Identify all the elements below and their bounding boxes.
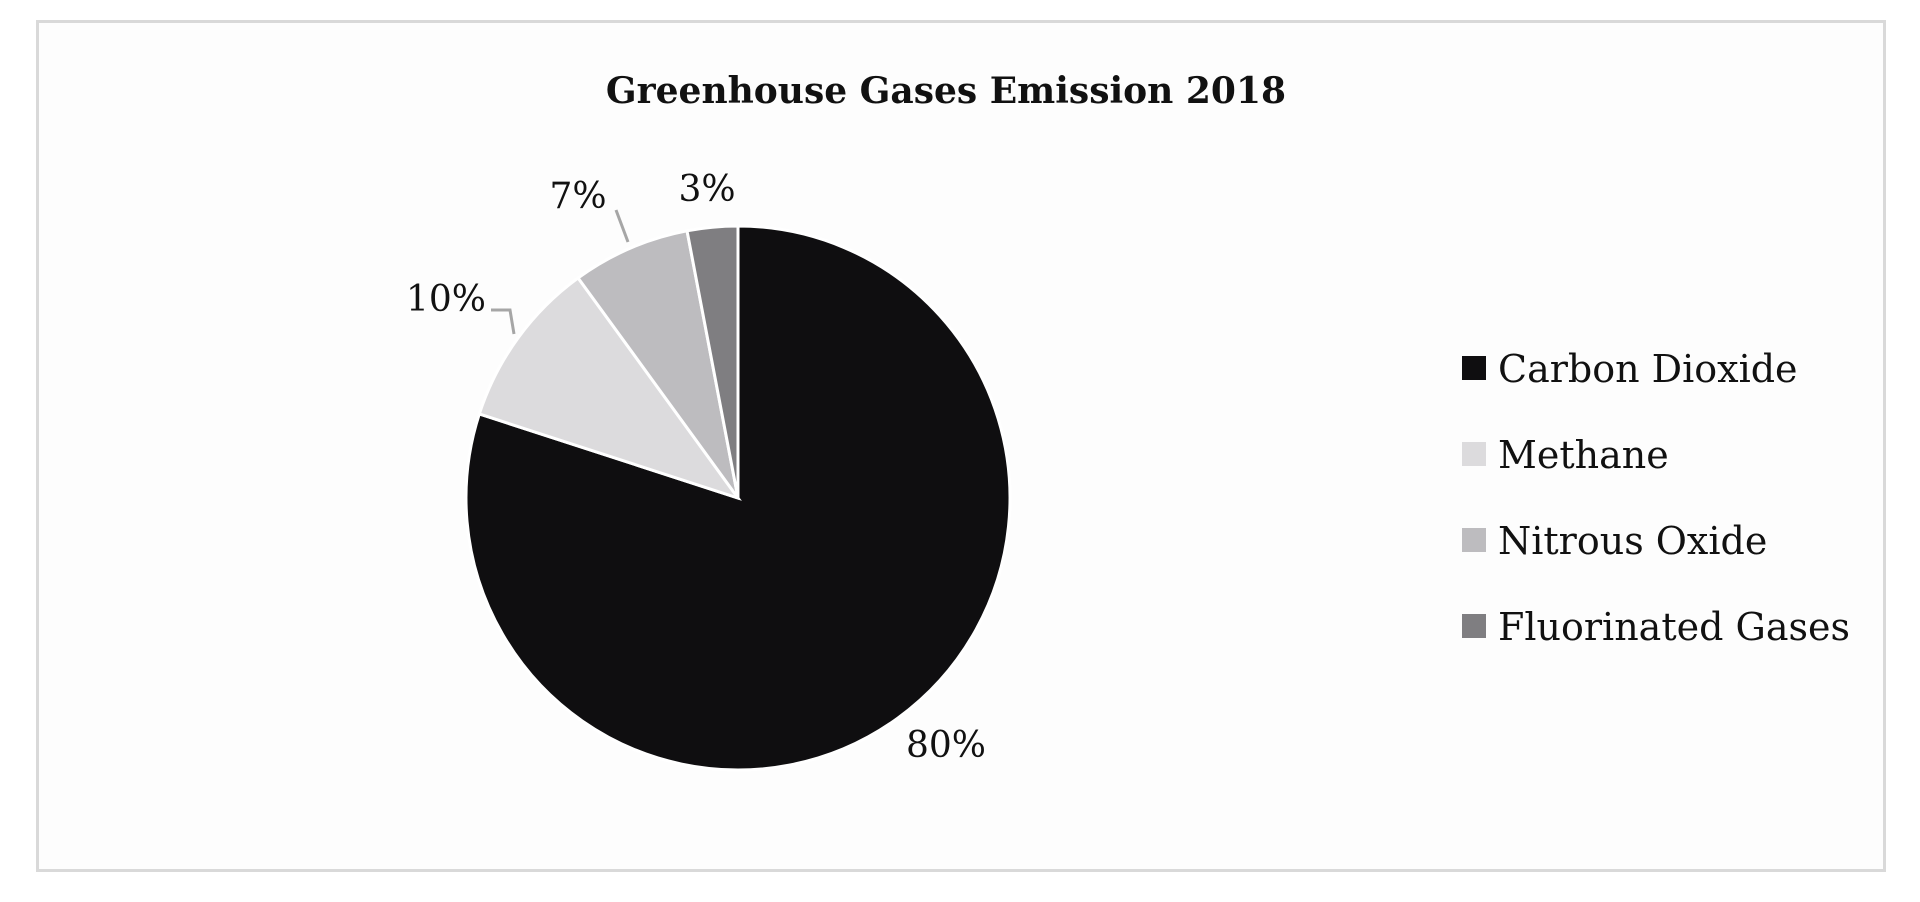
leader-line-methane	[491, 308, 516, 335]
pie-slice-methane	[477, 275, 742, 501]
pie-slice-fluorinated-gases	[685, 224, 740, 499]
legend-swatch-carbon-dioxide	[1462, 356, 1486, 380]
data-label-nitrous-oxide: 7%	[549, 176, 606, 217]
chart-title: Greenhouse Gases Emission 2018	[606, 70, 1286, 112]
pie-slice-nitrous-oxide	[576, 229, 740, 499]
legend-label-carbon-dioxide: Carbon Dioxide	[1498, 347, 1798, 391]
leader-line-nitrous-oxide	[614, 209, 630, 243]
legend-label-fluorinated-gases: Fluorinated Gases	[1498, 605, 1850, 649]
legend-label-methane: Methane	[1498, 433, 1669, 477]
data-labels: 80% 10% 7% 3%	[406, 169, 986, 766]
legend-swatch-nitrous-oxide	[1462, 528, 1486, 552]
legend: Carbon Dioxide Methane Nitrous Oxide Fluori…	[1462, 347, 1850, 649]
data-label-methane: 10%	[406, 279, 486, 320]
pie-slices	[464, 224, 1012, 772]
legend-swatch-methane	[1462, 442, 1486, 466]
data-label-carbon-dioxide: 80%	[906, 725, 986, 766]
legend-swatch-fluorinated-gases	[1462, 614, 1486, 638]
leader-lines	[491, 209, 630, 335]
legend-label-nitrous-oxide: Nitrous Oxide	[1498, 519, 1767, 563]
data-label-fluorinated-gases: 3%	[678, 169, 735, 210]
